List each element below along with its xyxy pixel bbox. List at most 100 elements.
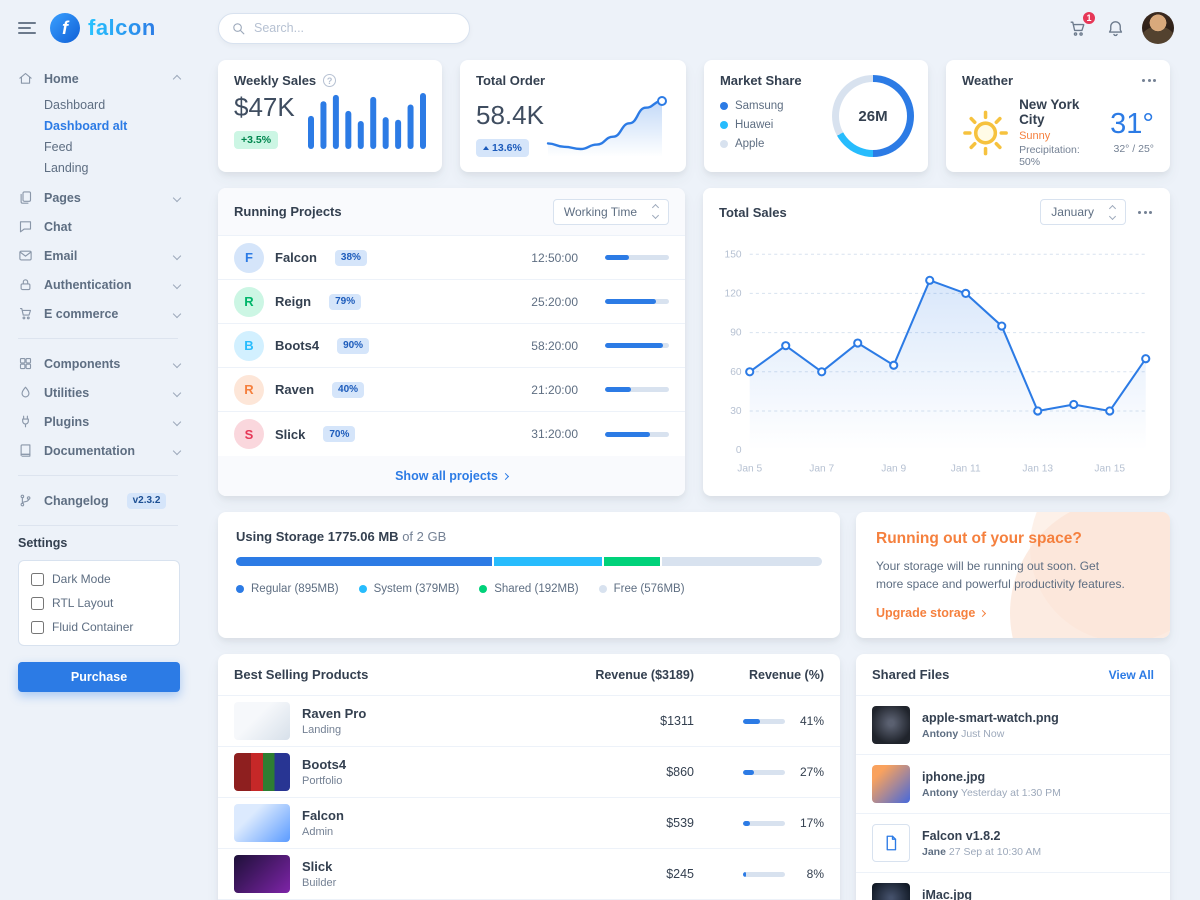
card-menu-button[interactable]	[1140, 74, 1158, 87]
table-row: Raven Pro Landing $1311 41%	[218, 696, 840, 747]
project-row: F Falcon 38% 12:50:00	[218, 236, 685, 280]
caret-up-icon	[483, 146, 490, 150]
plug-icon	[18, 414, 34, 429]
fluid-container-toggle[interactable]: Fluid Container	[31, 620, 167, 634]
project-name[interactable]: Boots4	[275, 338, 320, 353]
working-time-select[interactable]: Working Time	[552, 198, 669, 225]
bell-icon	[1108, 20, 1123, 36]
svg-text:0: 0	[736, 445, 742, 456]
total-order-line-chart	[546, 96, 667, 157]
brand-name: falcon	[88, 15, 156, 40]
card-title: Weather	[961, 73, 1014, 88]
upgrade-storage-link[interactable]: Upgrade storage	[876, 606, 987, 620]
legend-dot	[719, 101, 728, 110]
table-row: Slick Builder $245 8%	[218, 849, 840, 900]
storage-title: Using Storage 1775.06 MB of 2 GB	[236, 529, 447, 544]
sidebar-item-email[interactable]: Email	[18, 241, 186, 270]
sidebar-item-home[interactable]: Home	[18, 64, 186, 93]
lock-icon	[18, 277, 34, 292]
project-row: B Boots4 90% 58:20:00	[218, 324, 685, 368]
sidebar-item-label: Plugins	[44, 414, 90, 429]
list-item[interactable]: iMac.jpg Rowen 23 Sep at 6:10 PM	[856, 873, 1170, 900]
menu-toggle-button[interactable]	[18, 20, 36, 36]
list-item[interactable]: apple-smart-watch.png Antony Just Now	[856, 696, 1170, 755]
shared-files-card: Shared Files View All apple-smart-watch.…	[856, 654, 1170, 900]
chevron-down-icon	[172, 388, 182, 397]
month-select[interactable]: January	[1040, 199, 1126, 225]
code-branch-icon	[18, 493, 34, 508]
file-user: Antony	[922, 727, 959, 740]
project-avatar: R	[234, 374, 264, 405]
cart-button[interactable]: 1	[1066, 9, 1097, 40]
card-menu-button[interactable]	[1136, 206, 1154, 219]
view-all-link[interactable]: View All	[1108, 667, 1154, 682]
sidebar-item-utilities[interactable]: Utilities	[18, 378, 186, 407]
list-item[interactable]: Falcon v1.8.2 Jane 27 Sep at 10:30 AM	[856, 814, 1170, 873]
fluid-container-checkbox[interactable]	[31, 620, 44, 634]
dark-mode-checkbox[interactable]	[31, 572, 44, 586]
question-circle-icon[interactable]	[323, 74, 337, 87]
sidebar-item-pages[interactable]: Pages	[18, 183, 186, 212]
dark-mode-toggle[interactable]: Dark Mode	[31, 572, 167, 586]
total-sales-line-chart: 0 30 60 90 120 150 Jan 5 Jan 7 Jan 9 Jan 11 Jan 13…	[725, 249, 1151, 475]
project-time: 58:20:00	[531, 338, 578, 353]
product-name[interactable]: Raven Pro	[302, 706, 367, 721]
rtl-layout-checkbox[interactable]	[31, 596, 44, 610]
project-time: 31:20:00	[531, 427, 578, 441]
divider	[18, 338, 178, 339]
notifications-button[interactable]	[1104, 17, 1127, 40]
divider	[18, 475, 178, 476]
sidebar-item-plugins[interactable]: Plugins	[18, 407, 186, 436]
chevron-up-icon	[172, 74, 182, 83]
sidebar-item-changelog[interactable]: Changelog v2.3.2	[18, 486, 186, 515]
chevron-down-icon	[172, 446, 182, 455]
search-box	[218, 12, 470, 44]
revenue-percent-bar	[743, 871, 785, 877]
project-name[interactable]: Falcon	[275, 250, 317, 265]
sidebar-item-label: Components	[44, 356, 121, 371]
card-title: Total Order	[476, 73, 546, 88]
product-name[interactable]: Slick	[302, 859, 333, 874]
search-input[interactable]	[254, 21, 457, 35]
file-thumbnail	[872, 883, 910, 900]
revenue-percent-label: 17%	[799, 816, 824, 830]
svg-text:Jan 15: Jan 15	[1094, 464, 1125, 475]
falcon-logo-icon: f	[50, 13, 80, 43]
file-user: Antony	[922, 786, 959, 799]
sidebar-item-components[interactable]: Components	[18, 349, 186, 378]
chevron-down-icon	[172, 417, 182, 426]
user-avatar[interactable]	[1142, 12, 1174, 44]
weather-condition: Sunny	[1019, 130, 1051, 142]
brand-logo[interactable]: f falcon	[50, 13, 156, 43]
project-name[interactable]: Slick	[275, 426, 306, 442]
svg-text:Jan 5: Jan 5	[737, 464, 762, 475]
file-name: iMac.jpg	[922, 887, 973, 900]
cart-icon	[1070, 20, 1085, 36]
weekly-sales-value: $47K	[234, 92, 295, 123]
show-all-projects-link[interactable]: Show all projects	[395, 469, 509, 483]
sidebar-item-feed[interactable]: Feed	[44, 139, 73, 154]
sidebar-item-chat[interactable]: Chat	[18, 212, 186, 241]
svg-text:60: 60	[730, 367, 742, 378]
sidebar-item-ecommerce[interactable]: E commerce	[18, 299, 186, 328]
legend-item: System (379MB)	[358, 579, 459, 598]
purchase-button[interactable]: Purchase	[18, 662, 180, 692]
product-name[interactable]: Boots4	[302, 757, 347, 772]
list-item[interactable]: iphone.jpg Antony Yesterday at 1:30 PM	[856, 755, 1170, 814]
legend-dot	[358, 584, 367, 593]
sidebar-item-dashboard-alt[interactable]: Dashboard alt	[44, 118, 128, 133]
sidebar-nav: Home Dashboard Dashboard alt Feed Landin…	[18, 64, 186, 692]
table-row: Boots4 Portfolio $860 27%	[218, 747, 840, 798]
product-name[interactable]: Falcon	[302, 808, 344, 823]
chevron-down-icon	[172, 359, 182, 368]
sidebar-item-landing[interactable]: Landing	[44, 160, 89, 175]
sidebar-item-dashboard[interactable]: Dashboard	[44, 97, 106, 112]
project-name[interactable]: Raven	[275, 382, 315, 397]
rtl-layout-toggle[interactable]: RTL Layout	[31, 596, 167, 610]
settings-card: Dark Mode RTL Layout Fluid Container	[18, 560, 180, 646]
cart-count-badge: 1	[1081, 9, 1097, 26]
project-name[interactable]: Reign	[275, 294, 312, 309]
legend-dot	[719, 120, 728, 129]
sidebar-item-documentation[interactable]: Documentation	[18, 436, 186, 465]
sidebar-item-authentication[interactable]: Authentication	[18, 270, 186, 299]
